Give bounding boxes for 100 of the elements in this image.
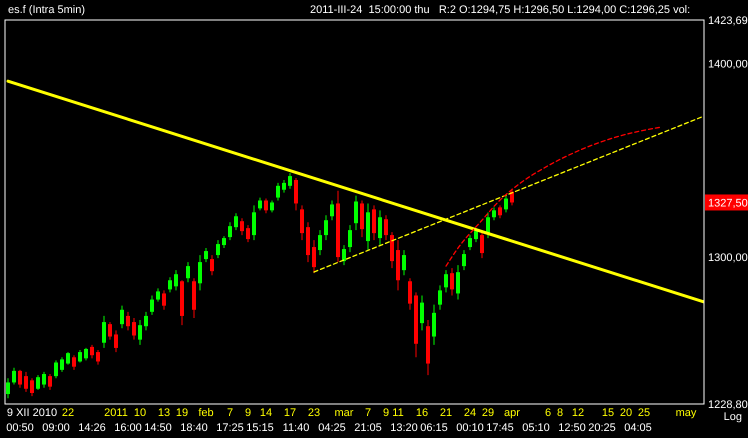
x-tick-label: 7 17:25 [216, 407, 244, 434]
x-tick-label: 16:00 [114, 422, 142, 434]
candlestick [462, 250, 466, 271]
x-tick-label: 14 [260, 407, 272, 419]
candlestick [48, 374, 52, 390]
candlestick [450, 268, 454, 296]
text: Log [724, 411, 742, 423]
x-tick-label: 11:40 [282, 422, 310, 434]
candlestick [372, 204, 376, 241]
candlestick [432, 304, 436, 346]
candlestick [252, 204, 256, 241]
candlestick [186, 262, 190, 283]
candlestick [270, 200, 274, 213]
x-tick-label: 06:15 [420, 422, 448, 434]
candlestick [246, 224, 250, 243]
candlestick [408, 278, 412, 310]
candlestick [294, 178, 298, 211]
x-tick-label: 19 [176, 407, 188, 419]
x-tick-label: 13 [158, 407, 170, 419]
x-tick-label: 04:25 [318, 422, 346, 434]
candlestick [312, 240, 316, 274]
candlestick [60, 356, 64, 372]
x-tick-label: 2011 [104, 407, 128, 419]
y-tick-label: 1228,80 [708, 398, 748, 411]
candlestick [456, 264, 460, 300]
candlestick [120, 305, 124, 329]
x-tick-label: 15:15 [246, 422, 274, 434]
x-tick-label: 7 21:05 [354, 407, 382, 434]
x-tick-label: may [676, 407, 697, 419]
candlestick [240, 218, 244, 236]
x-tick-label: 10 [134, 407, 146, 419]
line-series [445, 126, 663, 267]
candlestick [420, 294, 424, 331]
candlestick [378, 210, 382, 246]
candlestick [354, 195, 358, 231]
chart-title: es.f (Intra 5min) [8, 4, 86, 16]
candlestick [66, 352, 70, 366]
y-tick-label: 1300,00 [708, 252, 748, 264]
x-tick-label: 15 [602, 407, 614, 419]
annotation: 1327,50 [708, 197, 748, 210]
candlestick [126, 311, 130, 331]
x-tick-label: 05:10 [522, 422, 550, 434]
x-tick-label: 00:50 [6, 422, 34, 434]
candlestick [132, 317, 136, 340]
candlestick [30, 378, 34, 397]
candlestick [486, 212, 490, 239]
candlestick [72, 354, 76, 370]
candlestick [198, 254, 202, 291]
x-tick-label: 6 [544, 407, 552, 419]
candlestick [402, 250, 406, 276]
x-tick-label: 22 [62, 407, 74, 419]
x-tick-label: 29 [482, 407, 494, 419]
x-tick-label: 14:50 [144, 422, 172, 434]
candlestick [276, 182, 280, 202]
candlestick [342, 244, 346, 266]
candlestick [216, 240, 220, 259]
candlestick [384, 214, 388, 241]
candlestick [204, 248, 208, 263]
x-tick-label: 23 [308, 407, 320, 419]
candlestick [318, 230, 322, 256]
x-tick-label: 11 [392, 407, 404, 419]
candlestick [18, 369, 22, 388]
x-tick-label: 18:40 [180, 422, 208, 434]
candlestick [36, 374, 40, 390]
candlestick [222, 236, 226, 249]
candlestick [510, 188, 514, 206]
chart-subtitle: 2011-III-24 15:00:00 thu R:2 O:1294,75 H:1296,50 L:1294,00 C:1296,25 vol: [310, 4, 690, 16]
candlestick [12, 367, 16, 386]
candlestick [324, 214, 328, 241]
x-tick-label: 8 [556, 407, 564, 419]
candlestick [96, 350, 100, 366]
candlestick [234, 212, 238, 231]
candlestick [480, 232, 484, 259]
x-tick-label: 20 [620, 407, 632, 419]
candlestick [84, 347, 88, 361]
x-tick-label: 9 [382, 407, 390, 419]
x-tick-label: 12 [572, 407, 584, 419]
x-tick-label: 21 [440, 407, 452, 419]
candlestick [78, 350, 82, 364]
candlestick [6, 378, 10, 399]
candlestick [330, 200, 334, 221]
candlestick [174, 270, 178, 291]
candlestick [54, 360, 58, 379]
candlestick [162, 290, 166, 310]
x-tick-label: 14:26 [78, 422, 106, 434]
x-tick-label: 24 00:10 [456, 407, 484, 434]
candlestick [102, 315, 106, 348]
candlestick [264, 198, 268, 214]
candlestick [348, 224, 352, 253]
candlestick [444, 270, 448, 293]
candlestick [108, 322, 112, 340]
candlestick [504, 195, 508, 213]
candlestick [228, 222, 232, 241]
candlestick [498, 204, 502, 219]
x-tick-label: 13:20 [390, 422, 418, 434]
x-tick-label: 17:45 [486, 422, 514, 434]
x-tick-label: 9 [244, 407, 252, 419]
candlestick [150, 294, 154, 316]
candlestick [468, 234, 472, 251]
x-tick-label: apr [504, 407, 520, 419]
